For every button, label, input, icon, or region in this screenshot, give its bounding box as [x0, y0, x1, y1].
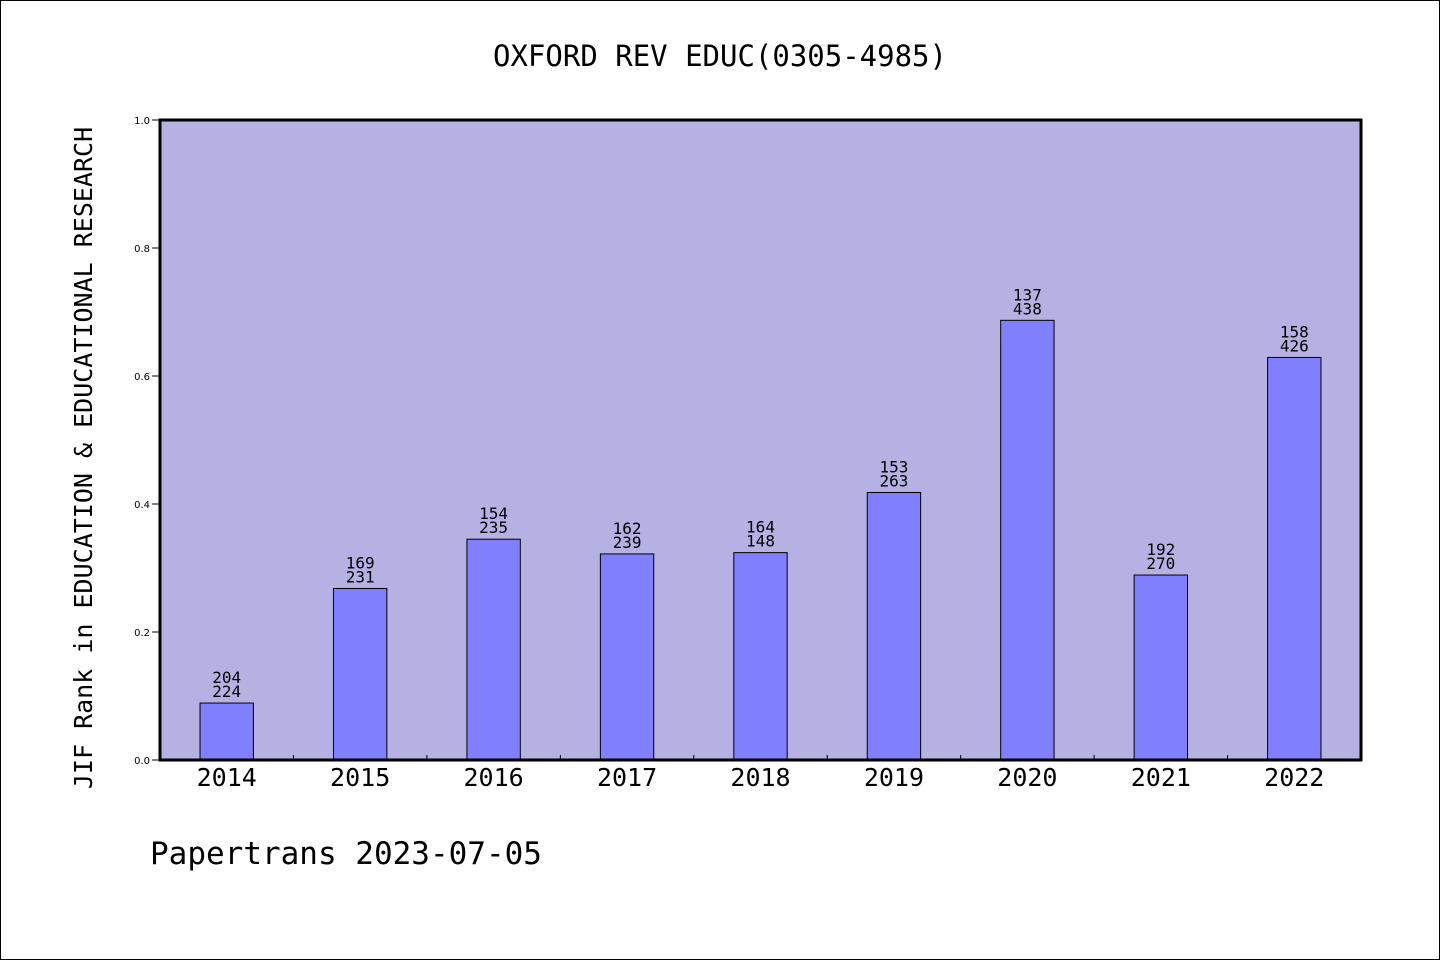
footer-text: Papertrans 2023-07-05	[150, 836, 542, 872]
bar-2014	[199, 702, 254, 761]
bar-label-bottom-2018: 148	[746, 532, 775, 551]
y-tick-label-1: 0.2	[134, 628, 150, 639]
bar-label-top-2022: 158	[1280, 322, 1309, 341]
bar-2020	[1000, 319, 1055, 761]
x-tick-label-2021: 2021	[1131, 763, 1191, 792]
bar-2018	[733, 552, 788, 761]
bar-2022	[1267, 356, 1322, 761]
x-axis-ticks: 2014 2015 2016 2017 2018 2019 2020 2021 2022	[197, 755, 1324, 792]
x-tick-label-2018: 2018	[730, 763, 790, 792]
bar-label-bottom-2014: 224	[212, 682, 241, 701]
x-tick-label-2016: 2016	[464, 763, 524, 792]
y-axis-label: JIF Rank in EDUCATION & EDUCATIONAL RESE…	[69, 127, 98, 789]
y-tick-label-5: 1.0	[134, 116, 150, 127]
bar-2019	[866, 491, 922, 761]
bar-2017	[599, 553, 655, 761]
x-tick-label-2015: 2015	[330, 763, 390, 792]
x-tick-label-2020: 2020	[997, 763, 1057, 792]
y-tick-label-2: 0.4	[134, 500, 150, 511]
plot-border	[158, 118, 1363, 762]
bar-label-top-2015: 169	[346, 553, 375, 572]
bar-2016	[466, 538, 521, 761]
bar-label-bottom-2022: 426	[1280, 336, 1309, 355]
x-tick-label-2014: 2014	[197, 763, 257, 792]
bars-group	[199, 319, 1322, 761]
bar-2021	[1133, 574, 1189, 761]
bar-label-bottom-2017: 239	[613, 533, 642, 552]
bar-label-top-2021: 192	[1146, 540, 1175, 559]
bar-label-top-2020: 137	[1013, 285, 1042, 304]
bar-label-top-2016: 154	[479, 504, 508, 523]
bar-2015	[332, 587, 388, 761]
bar-label-bottom-2021: 270	[1146, 554, 1175, 573]
x-tick-label-2019: 2019	[864, 763, 924, 792]
bar-label-bottom-2019: 263	[879, 471, 908, 490]
bar-label-top-2018: 164	[746, 518, 775, 537]
bar-label-bottom-2016: 235	[479, 518, 508, 537]
y-axis-ticks: 0.0 0.2 0.4 0.6 0.8 1.0	[134, 116, 160, 767]
bar-label-top-2017: 162	[613, 519, 642, 538]
bar-label-bottom-2015: 231	[346, 567, 375, 586]
x-tick-label-2017: 2017	[597, 763, 657, 792]
y-tick-label-0: 0.0	[134, 756, 150, 767]
x-tick-label-2022: 2022	[1264, 763, 1324, 792]
y-tick-label-3: 0.6	[134, 372, 150, 383]
bar-label-top-2019: 153	[879, 457, 908, 476]
bar-label-bottom-2020: 438	[1013, 299, 1042, 318]
bar-label-top-2014: 204	[212, 668, 241, 687]
chart-title: OXFORD REV EDUC(0305-4985)	[493, 39, 947, 73]
y-tick-label-4: 0.8	[134, 244, 150, 255]
